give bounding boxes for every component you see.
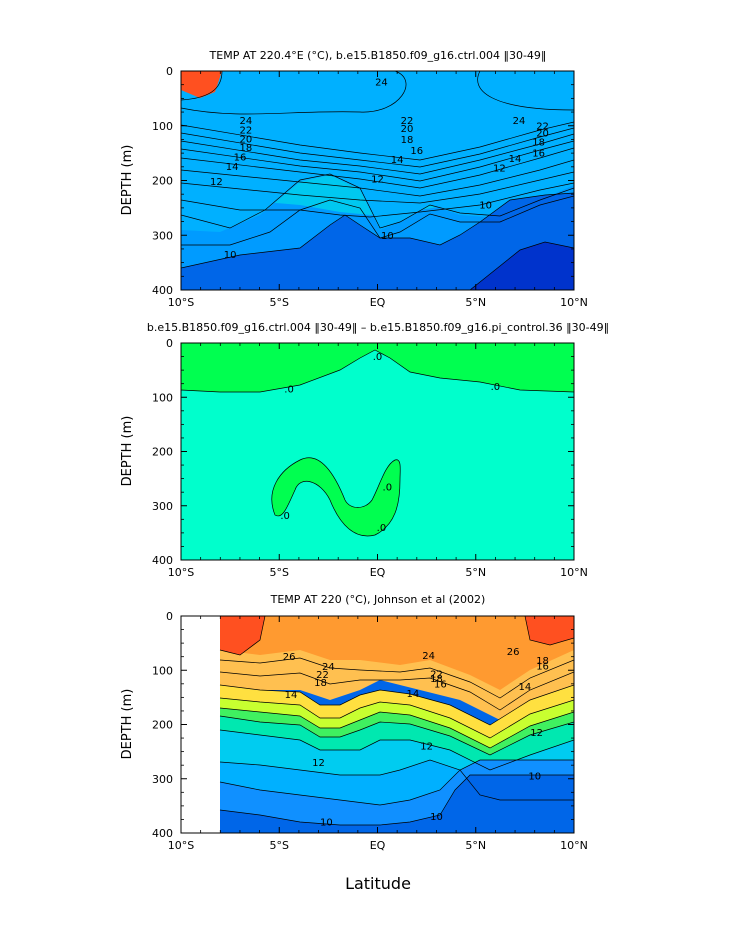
panel1-y-tick-label: 300 xyxy=(152,229,173,242)
panel3-contour-label: 12 xyxy=(420,742,433,753)
panel1-contour-label: 14 xyxy=(509,154,522,165)
panel1-y-tick-label: 200 xyxy=(152,175,173,188)
panel2-title: b.e15.B1850.f09_g16.ctrl.004 ‖30-49‖ – b… xyxy=(147,321,609,334)
panel1-contour-label: 18 xyxy=(239,143,252,154)
panel1-contour-label: 18 xyxy=(532,138,545,149)
panel2-x-tick-label: 10°N xyxy=(560,566,588,579)
panel1-contour-label: 20 xyxy=(239,134,252,145)
panel2-x-tick-label: EQ xyxy=(370,566,386,579)
panel3-x-tick-label: 10°S xyxy=(168,839,194,852)
y-axis-label-panel2: DEPTH (m) xyxy=(120,416,135,487)
panel2-y-tick-label: 0 xyxy=(166,337,173,350)
panel1-title: TEMP AT 220.4°E (°C), b.e15.B1850.f09_g1… xyxy=(209,49,547,62)
panel-model-temperature: TEMP AT 220.4°E (°C), b.e15.B1850.f09_g1… xyxy=(180,49,575,291)
panel3-contour-label: 12 xyxy=(312,758,325,769)
panel3-contour-label: 24 xyxy=(422,651,435,662)
panel1-x-tick-label: 5°S xyxy=(270,296,289,309)
panel3-contour-label: 16 xyxy=(536,661,549,672)
panel1-y-tick-label: 100 xyxy=(152,120,173,133)
panel3-contour-label: 16 xyxy=(434,679,447,690)
panel3-y-tick-label: 200 xyxy=(152,719,173,732)
panel3-contour-label: 10 xyxy=(320,818,333,829)
y-axis-label-panel1: DEPTH (m) xyxy=(120,145,135,216)
panel3-title: TEMP AT 220 (°C), Johnson et al (2002) xyxy=(270,593,486,606)
panel3-contour-label: 18 xyxy=(536,656,549,667)
panel1-contour-label: 16 xyxy=(532,149,545,160)
panel2-contour-label: .0 xyxy=(280,511,290,522)
panel2-contour-label: .0 xyxy=(284,385,294,396)
panel2-contour-label: .0 xyxy=(383,482,393,493)
panel3-y-tick-label: 400 xyxy=(152,827,173,840)
panel1-contour-label: 12 xyxy=(371,174,384,185)
panel1-y-tick-label: 0 xyxy=(166,65,173,78)
panel3-x-tick-label: EQ xyxy=(370,839,386,852)
panel2-field xyxy=(181,343,574,560)
panel3-contour-label: 22 xyxy=(316,670,329,681)
panel3-y-tick-label: 300 xyxy=(152,773,173,786)
panel1-contour-label: 12 xyxy=(210,177,223,188)
panel1-contour-label: 20 xyxy=(401,124,414,135)
panel1-contour-label: 22 xyxy=(401,116,414,127)
panel2-y-tick-label: 400 xyxy=(152,554,173,567)
panel3-contour-label: 22 xyxy=(430,670,443,681)
panel1-x-tick-label: 10°S xyxy=(168,296,194,309)
panel1-contour-label: 12 xyxy=(493,163,506,174)
panel1-contour-label: 20 xyxy=(536,128,549,139)
panel1-contour-label: 16 xyxy=(410,146,423,157)
panel2-y-tick-label: 100 xyxy=(152,391,173,404)
y-axis-label-panel3: DEPTH (m) xyxy=(120,689,135,760)
panel1-x-tick-label: 10°N xyxy=(560,296,588,309)
panel1-contour-label: 10 xyxy=(479,201,492,212)
panel3-contour-label: 12 xyxy=(530,728,543,739)
panel2-x-tick-label: 10°S xyxy=(168,566,194,579)
panel1-contour-label: 14 xyxy=(226,162,239,173)
panel-observed-temperature: TEMP AT 220 (°C), Johnson et al (2002) xyxy=(180,593,575,834)
panel3-contour-label: 14 xyxy=(519,682,532,693)
panel2-x-tick-label: 5°S xyxy=(270,566,289,579)
panel2-contour-label: .0 xyxy=(491,382,501,393)
panel2-y-tick-label: 300 xyxy=(152,500,173,513)
panel1-contour-label: 24 xyxy=(375,77,388,88)
panel2-contour-label: .0 xyxy=(377,523,387,534)
panel3-y-tick-label: 100 xyxy=(152,664,173,677)
panel1-x-tick-label: EQ xyxy=(370,296,386,309)
panel1-contour-label: 24 xyxy=(239,116,252,127)
panel3-contour-label: 26 xyxy=(507,647,520,658)
panel1-contour-label: 18 xyxy=(401,135,414,146)
panel3-contour-label: 10 xyxy=(528,772,541,783)
panel3-x-tick-label: 5°S xyxy=(270,839,289,852)
panel1-x-tick-label: 5°N xyxy=(465,296,486,309)
panel3-contour-label: 24 xyxy=(322,662,335,673)
panel2-y-tick-label: 200 xyxy=(152,446,173,459)
x-axis-label: Latitude xyxy=(345,874,411,893)
panel1-y-tick-label: 400 xyxy=(152,284,173,297)
panel2-contour-label: .0 xyxy=(373,352,383,363)
panel2-contour-labels: .0 .0 .0 .0 .0 .0 xyxy=(280,352,500,534)
panel3-field xyxy=(181,616,574,833)
panel1-field xyxy=(181,71,574,290)
panel1-contour-label: 14 xyxy=(391,155,404,166)
panel1-contour-label: 22 xyxy=(239,126,252,137)
panel3-contour-label: 10 xyxy=(430,812,443,823)
panel3-contour-label: 14 xyxy=(285,690,298,701)
panel3-contour-label: 18 xyxy=(430,674,443,685)
panel3-contour-label: 14 xyxy=(407,689,420,700)
panel2-x-tick-label: 5°N xyxy=(465,566,486,579)
panel1-contour-label: 16 xyxy=(234,152,247,163)
panel1-contour-label: 24 xyxy=(513,116,526,127)
panel3-y-tick-label: 0 xyxy=(166,610,173,623)
panel1-contour-label: 10 xyxy=(224,250,237,261)
panel3-x-tick-label: 5°N xyxy=(465,839,486,852)
panel1-contour-label: 22 xyxy=(536,121,549,132)
panel-model-difference: b.e15.B1850.f09_g16.ctrl.004 ‖30-49‖ – b… xyxy=(147,321,609,561)
panel1-contour-label: 10 xyxy=(381,231,394,242)
panel3-x-tick-label: 10°N xyxy=(560,839,588,852)
panel3-contour-label: 18 xyxy=(314,678,327,689)
panel3-contour-label: 26 xyxy=(283,652,296,663)
